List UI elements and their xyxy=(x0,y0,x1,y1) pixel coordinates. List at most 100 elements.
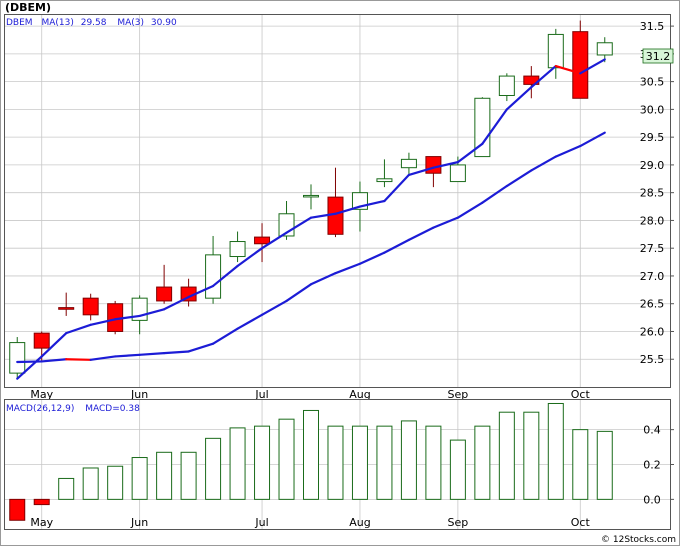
ma13-segment xyxy=(383,238,411,254)
watermark: © 12Stocks.com xyxy=(601,535,676,545)
ma13-segment xyxy=(554,144,582,158)
legend-ma13-value: 29.58 xyxy=(81,18,107,28)
price-y-tick-label: 30.0 xyxy=(640,103,665,116)
candle-body-up xyxy=(400,158,417,169)
ma3-segment xyxy=(481,108,508,145)
candle-body-up xyxy=(376,178,393,183)
price-y-tick-label: 30.5 xyxy=(640,76,665,89)
ma3-segment xyxy=(187,284,215,299)
macd-bar xyxy=(523,411,540,500)
legend-ma3-label: MA(3) xyxy=(117,18,144,28)
macd-bar xyxy=(596,430,613,500)
ma3-segment xyxy=(358,199,386,208)
candle-body-up xyxy=(9,342,26,374)
ma13-segment xyxy=(114,353,141,358)
price-x-tick-label: Jul xyxy=(254,388,268,401)
macd-bar xyxy=(327,425,344,500)
candle xyxy=(572,20,589,99)
macd-bar xyxy=(58,477,75,500)
price-y-tick-label: 27.0 xyxy=(640,270,665,283)
ma3-segment xyxy=(285,216,313,234)
ma13-segment xyxy=(481,184,508,204)
candle-body-up xyxy=(303,194,319,198)
candle-body-up xyxy=(498,75,515,97)
macd-bar xyxy=(156,451,173,500)
candle-body-up xyxy=(474,97,491,158)
ma13-segment xyxy=(40,358,68,363)
ma13-segment xyxy=(358,251,386,265)
macd-bar xyxy=(449,439,466,500)
macd-bar-negative xyxy=(9,498,26,521)
ma13-segment xyxy=(432,216,459,229)
candle xyxy=(400,152,417,177)
candle xyxy=(498,73,515,102)
candle-body-up xyxy=(596,42,613,56)
macd-x-tick-label: Oct xyxy=(571,516,591,529)
candle xyxy=(254,223,271,263)
candle-body-down xyxy=(254,236,271,245)
ma13-segment xyxy=(89,355,117,361)
candle-body-down xyxy=(33,332,50,349)
price-y-tick-label: 25.5 xyxy=(640,353,665,366)
ma3-segment xyxy=(554,64,582,75)
macd-bar xyxy=(205,437,222,500)
candle xyxy=(327,167,344,238)
macd-y-tick-label: 0.4 xyxy=(643,424,661,437)
ma13-segment xyxy=(505,169,533,188)
candle xyxy=(474,97,491,158)
price-candles xyxy=(9,20,613,379)
macd-x-tick-label: Aug xyxy=(349,516,370,529)
ma3-segment xyxy=(114,314,141,321)
price-x-tick-label: Sep xyxy=(448,388,469,401)
macd-bar xyxy=(572,429,589,500)
macd-bar xyxy=(547,402,564,500)
last-price-marker: 31.2 xyxy=(642,48,674,64)
candle xyxy=(596,37,613,63)
price-y-tick-label: 29.5 xyxy=(640,131,665,144)
ma3-segment xyxy=(163,295,190,311)
candle xyxy=(107,300,124,335)
price-lines xyxy=(16,58,606,380)
macd-bar xyxy=(400,420,417,500)
ma13-segment xyxy=(138,352,166,356)
macd-y-tick-label: 0.0 xyxy=(643,493,661,506)
ma3-segment xyxy=(530,64,557,89)
macd-x-tick-label: Jun xyxy=(130,516,148,529)
macd-bar-negative xyxy=(33,498,50,506)
ma3-segment xyxy=(334,205,362,215)
ma13-segment xyxy=(407,226,435,241)
ma13-segment xyxy=(187,342,215,353)
ma3-segment xyxy=(505,86,533,111)
legend-ma13-label: MA(13) xyxy=(41,18,73,28)
macd-bar xyxy=(107,465,124,500)
price-panel: 25.5 26.0 26.5 27.0 27.5 28.0 28.5 29.0 29.5 30.0… xyxy=(4,14,674,401)
ma3-segment xyxy=(16,355,43,380)
macd-bar xyxy=(474,425,491,500)
ma13-segment xyxy=(236,313,264,330)
candle-body-down xyxy=(425,156,442,174)
macd-bar xyxy=(425,425,442,500)
symbol-title: (DBEM) xyxy=(5,1,51,14)
ma13-segment xyxy=(579,131,606,148)
macd-bar xyxy=(229,427,246,500)
price-x-tick-label: Jun xyxy=(130,388,148,401)
ma3-segment xyxy=(432,161,459,169)
macd-y-tick-label: 0.2 xyxy=(643,459,661,472)
macd-x-tick-label: Sep xyxy=(448,516,469,529)
macd-bar xyxy=(278,418,295,500)
candle xyxy=(9,337,26,379)
candle xyxy=(303,184,319,210)
ma3-segment xyxy=(65,323,92,335)
macd-bar xyxy=(498,411,515,500)
price-y-tick-label: 26.0 xyxy=(640,325,665,338)
ma13-segment xyxy=(530,155,557,172)
ma3-segment xyxy=(456,142,484,164)
legend-symbol: DBEM xyxy=(6,18,33,28)
candle-body-down xyxy=(82,297,99,316)
ma13-segment xyxy=(16,360,43,364)
macd-bar xyxy=(82,467,99,500)
ma3-segment xyxy=(40,332,68,358)
candle-body-down xyxy=(156,286,173,302)
price-x-tick-label: Oct xyxy=(571,388,591,401)
